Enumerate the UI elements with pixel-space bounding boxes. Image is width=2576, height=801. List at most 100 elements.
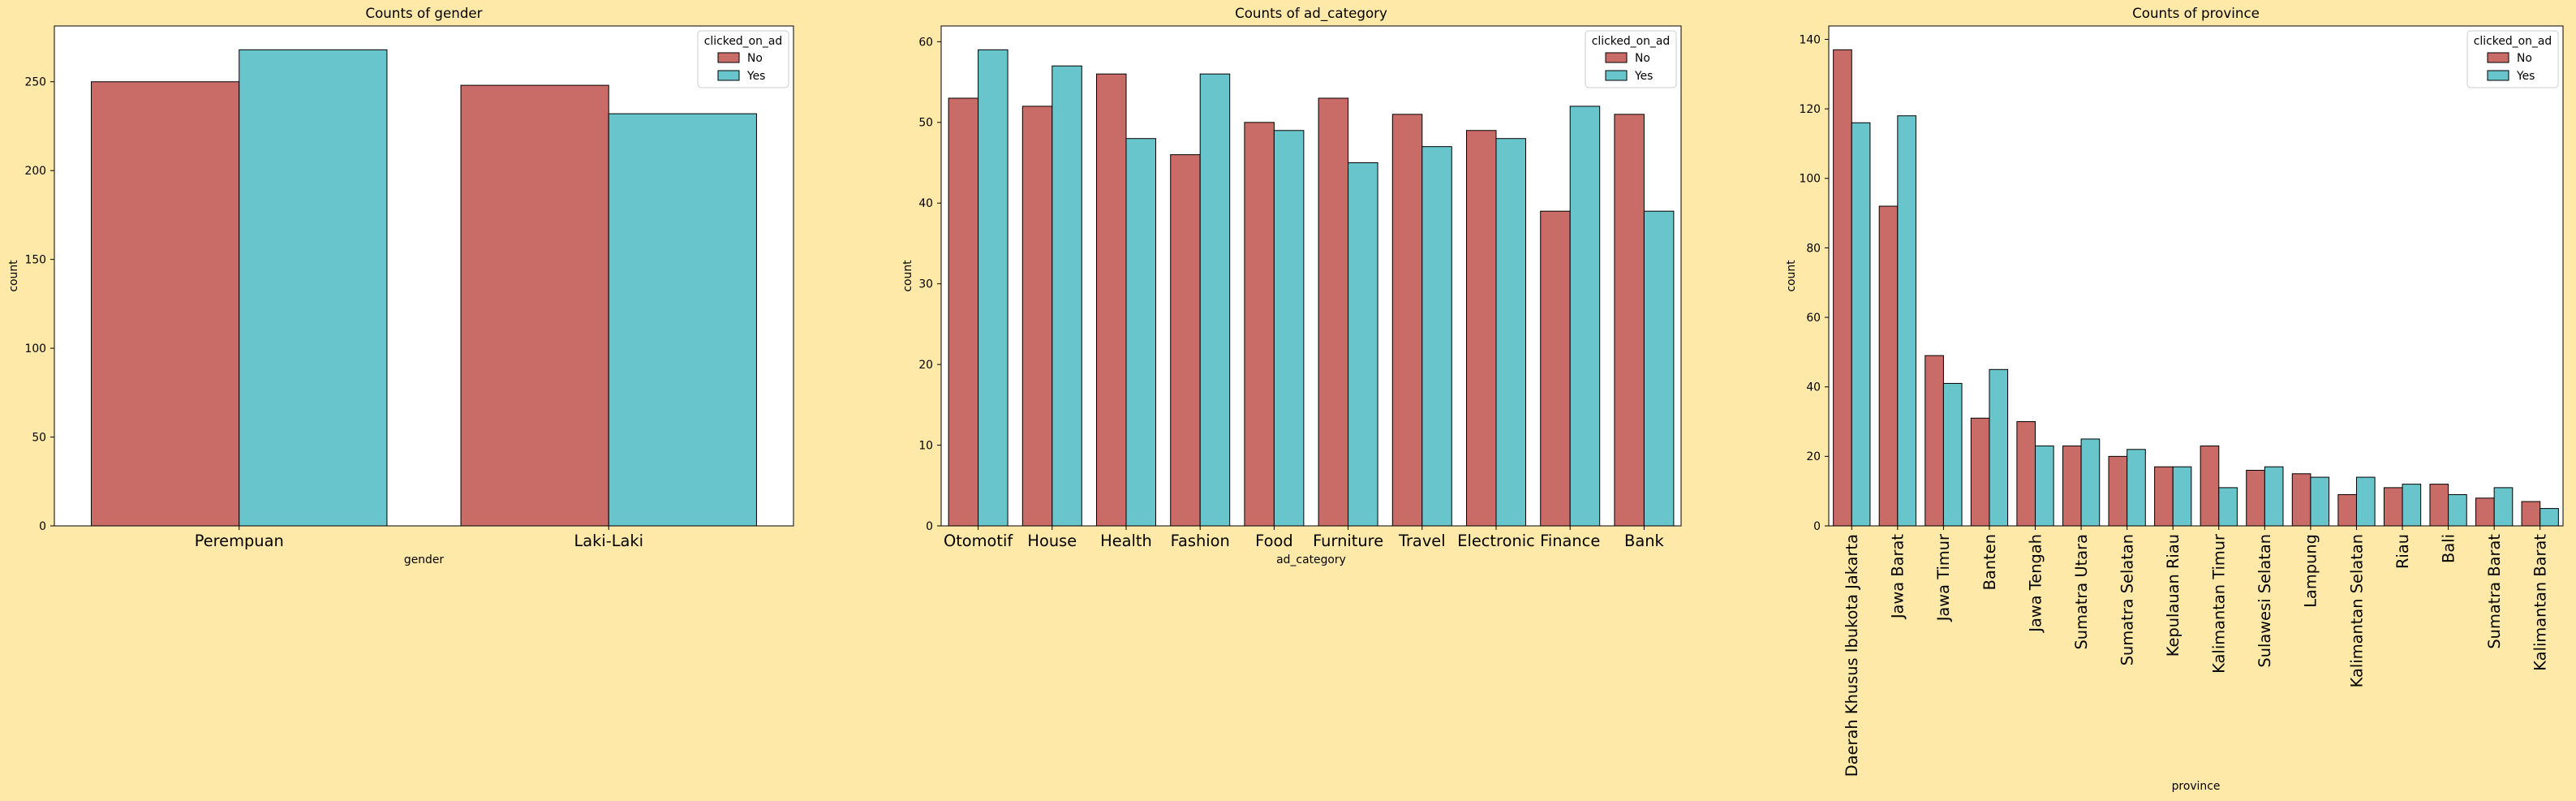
x-tick-label-bali: Bali	[2439, 534, 2458, 563]
bar-health-no	[1096, 73, 1127, 527]
legend-label-no: No	[2517, 52, 2532, 65]
legend-swatch-no	[1605, 52, 1628, 63]
y-tick-label: 140	[1799, 33, 1821, 46]
x-tick-label-sumatra-utara: Sumatra Utara	[2072, 534, 2091, 650]
bar-bank-no	[1614, 114, 1645, 527]
bar-electronic-no	[1466, 130, 1497, 527]
x-tick-label-electronic: Electronic	[1457, 532, 1535, 550]
y-tick-label: 100	[1799, 173, 1821, 186]
x-tick-label-sumatra-selatan: Sumatra Selatan	[2118, 534, 2136, 665]
x-tick-label-kepulauan-riau: Kepulauan Riau	[2164, 534, 2183, 657]
x-tick-label-fashion: Fashion	[1171, 532, 1230, 550]
bar-fashion-yes	[1199, 73, 1231, 527]
bar-house-yes	[1051, 65, 1082, 527]
bar-riau-yes	[2402, 484, 2422, 527]
y-tick-label: 20	[1806, 450, 1821, 463]
legend-label-no: No	[747, 52, 763, 65]
chart-ad-category: Counts of ad_category Otomotif House Health…	[901, 5, 1682, 566]
x-tick-label-banten: Banten	[1980, 534, 1999, 590]
bar-sulawesi-selatan-no	[2246, 469, 2265, 527]
bar-jawa-timur-no	[1924, 355, 1944, 527]
y-tick-label: 40	[918, 197, 933, 210]
x-tick-label-food: Food	[1255, 532, 1293, 550]
legend-swatch-yes	[1605, 70, 1628, 81]
bar-kepulauan-riau-yes	[2172, 466, 2192, 527]
legend: clicked_on_ad No Yes	[2466, 30, 2559, 88]
bar-kalimantan-barat-no	[2521, 501, 2541, 527]
bar-sumatra-barat-yes	[2493, 487, 2514, 527]
bar-health-yes	[1125, 138, 1156, 527]
bar-daerah-khusus-ibukota-jakarta-yes	[1851, 122, 1871, 527]
bar-house-no	[1021, 106, 1053, 527]
x-tick-label-furniture: Furniture	[1313, 532, 1383, 550]
bar-laki-laki-yes	[608, 113, 757, 527]
bar-laki-laki-no	[460, 84, 609, 527]
bar-travel-no	[1391, 114, 1423, 527]
bar-sumatra-barat-no	[2475, 497, 2495, 527]
x-tick-label-bank: Bank	[1624, 532, 1664, 550]
bar-lampung-yes	[2310, 476, 2330, 527]
y-tick-label: 10	[918, 439, 933, 452]
y-tick-label: 200	[24, 165, 46, 178]
legend: clicked_on_ad No Yes	[697, 30, 789, 88]
x-tick-label-jawa-tengah: Jawa Tengah	[2026, 534, 2045, 633]
bar-kalimantan-barat-yes	[2539, 508, 2559, 527]
x-tick-label-laki-laki: Laki-Laki	[574, 532, 643, 550]
chart-title: Counts of ad_category	[1235, 5, 1387, 22]
bar-sumatra-utara-no	[2062, 446, 2082, 527]
legend-label-yes: Yes	[746, 70, 765, 83]
chart-title: Counts of gender	[365, 5, 482, 21]
legend-title: clicked_on_ad	[704, 35, 782, 48]
plot-frame	[1828, 25, 2564, 527]
bar-fashion-no	[1170, 154, 1201, 527]
legend-swatch-no	[2487, 52, 2509, 63]
bar-sumatra-utara-yes	[2080, 438, 2101, 527]
bar-furniture-no	[1318, 97, 1349, 527]
y-tick-label: 120	[1799, 103, 1821, 116]
x-tick-label-kalimantan-barat: Kalimantan Barat	[2531, 534, 2550, 671]
y-tick-label: 80	[1806, 242, 1821, 255]
legend-label-yes: Yes	[1634, 70, 1653, 83]
x-tick-label-kalimantan-timur: Kalimantan Timur	[2210, 534, 2229, 674]
bar-jawa-tengah-no	[2016, 421, 2036, 527]
y-tick-label: 30	[918, 278, 933, 291]
bar-otomotif-no	[948, 97, 979, 527]
legend-label-no: No	[1635, 52, 1650, 65]
x-tick-label-travel: Travel	[1398, 532, 1446, 550]
y-tick-label: 0	[926, 520, 933, 533]
plot-frame	[940, 25, 1682, 527]
x-tick-label-daerah-khusus-ibukota-jakarta: Daerah Khusus Ibukota Jakarta	[1843, 534, 1861, 777]
chart-title: Counts of province	[2132, 5, 2260, 21]
x-tick-label-lampung: Lampung	[2302, 534, 2320, 608]
bar-electronic-yes	[1495, 138, 1526, 527]
bar-kalimantan-timur-yes	[2218, 487, 2238, 527]
bar-furniture-yes	[1348, 162, 1378, 527]
x-tick-label-finance: Finance	[1540, 532, 1600, 550]
y-tick-label: 50	[32, 431, 46, 444]
bar-food-yes	[1273, 130, 1305, 527]
chart-province: Counts of province Daerah Khusus Ibukota …	[1785, 5, 2564, 793]
bar-riau-no	[2383, 487, 2403, 527]
y-tick-label: 20	[918, 359, 933, 372]
bar-bali-no	[2429, 484, 2449, 527]
x-axis-label: ad_category	[1276, 553, 1346, 566]
y-axis-label: count	[7, 260, 20, 292]
x-tick-label-sumatra-barat: Sumatra Barat	[2485, 534, 2504, 649]
bar-daerah-khusus-ibukota-jakarta-no	[1833, 49, 1852, 527]
bar-kalimantan-selatan-no	[2337, 493, 2357, 527]
legend-swatch-no	[717, 52, 740, 63]
legend-swatch-yes	[2487, 70, 2509, 81]
legend-title: clicked_on_ad	[2474, 35, 2552, 48]
x-tick-label-jawa-barat: Jawa Barat	[1889, 534, 1907, 620]
bar-otomotif-yes	[978, 49, 1008, 527]
legend-label-yes: Yes	[2516, 70, 2535, 83]
bar-jawa-timur-yes	[1942, 382, 1963, 527]
bar-jawa-barat-yes	[1897, 115, 1916, 527]
x-tick-label-house: House	[1027, 532, 1077, 550]
x-tick-label-otomotif: Otomotif	[944, 532, 1013, 550]
bar-sumatra-selatan-yes	[2127, 449, 2146, 527]
bar-kalimantan-selatan-yes	[2355, 476, 2376, 527]
bar-food-no	[1244, 122, 1275, 527]
plot-frame	[54, 25, 794, 527]
